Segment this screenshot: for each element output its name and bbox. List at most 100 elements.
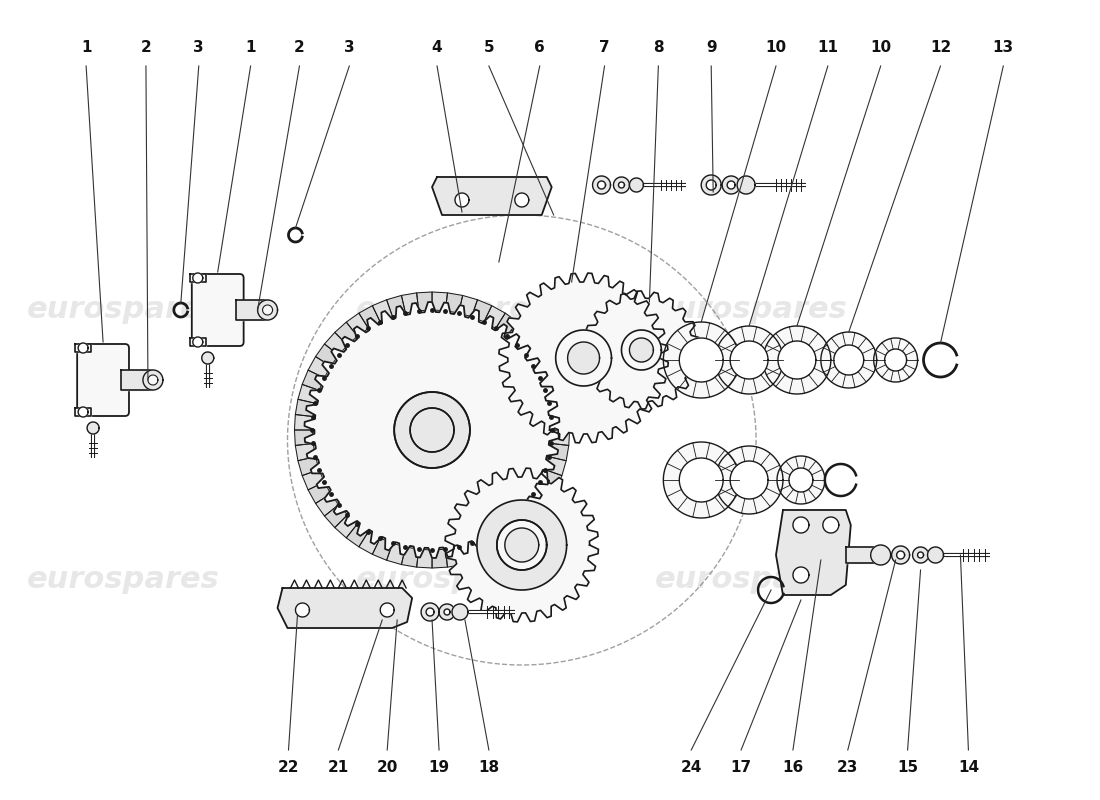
Polygon shape — [334, 515, 358, 538]
Polygon shape — [484, 532, 505, 554]
Polygon shape — [583, 291, 700, 409]
Polygon shape — [324, 333, 348, 355]
Polygon shape — [526, 494, 549, 516]
Polygon shape — [295, 430, 313, 446]
Polygon shape — [417, 292, 432, 310]
Polygon shape — [621, 330, 661, 370]
Polygon shape — [873, 338, 917, 382]
Polygon shape — [394, 392, 470, 468]
Polygon shape — [121, 370, 153, 390]
Polygon shape — [386, 295, 406, 317]
Polygon shape — [477, 500, 566, 590]
Polygon shape — [846, 547, 881, 563]
Polygon shape — [455, 193, 469, 207]
Polygon shape — [302, 370, 324, 390]
Polygon shape — [540, 470, 562, 490]
Text: 23: 23 — [837, 761, 858, 775]
Polygon shape — [496, 524, 518, 547]
Polygon shape — [544, 457, 566, 475]
Polygon shape — [334, 322, 358, 345]
Polygon shape — [381, 603, 394, 617]
Polygon shape — [417, 550, 432, 568]
Polygon shape — [551, 430, 570, 446]
Polygon shape — [614, 177, 629, 193]
Polygon shape — [75, 408, 91, 416]
Text: eurospares: eurospares — [26, 566, 219, 594]
Polygon shape — [402, 547, 419, 567]
Polygon shape — [497, 520, 547, 570]
Text: 17: 17 — [730, 761, 751, 775]
Polygon shape — [663, 442, 739, 518]
Text: 3: 3 — [344, 41, 354, 55]
Polygon shape — [143, 370, 163, 390]
Polygon shape — [302, 470, 324, 490]
Polygon shape — [544, 385, 566, 403]
Polygon shape — [263, 305, 273, 315]
Polygon shape — [496, 313, 518, 336]
Polygon shape — [629, 338, 653, 362]
Polygon shape — [87, 422, 99, 434]
Text: 22: 22 — [277, 761, 299, 775]
Polygon shape — [346, 313, 368, 336]
Text: 6: 6 — [535, 41, 546, 55]
Polygon shape — [446, 547, 463, 567]
Polygon shape — [834, 345, 864, 375]
Text: 12: 12 — [930, 41, 952, 55]
Polygon shape — [305, 302, 560, 558]
Text: 7: 7 — [600, 41, 609, 55]
Polygon shape — [298, 457, 319, 475]
Text: eurospares: eurospares — [654, 295, 847, 325]
Polygon shape — [308, 357, 331, 378]
Polygon shape — [737, 176, 755, 194]
Text: 21: 21 — [328, 761, 349, 775]
Text: 1: 1 — [245, 41, 256, 55]
Polygon shape — [359, 532, 381, 554]
Polygon shape — [484, 306, 505, 328]
Polygon shape — [277, 588, 412, 628]
Polygon shape — [776, 510, 850, 595]
Polygon shape — [663, 322, 739, 398]
Polygon shape — [515, 193, 529, 207]
Text: 2: 2 — [141, 41, 152, 55]
Text: 10: 10 — [870, 41, 891, 55]
Polygon shape — [730, 461, 768, 499]
Text: eurospares: eurospares — [654, 566, 847, 594]
Text: 16: 16 — [782, 761, 804, 775]
Text: 10: 10 — [766, 41, 786, 55]
Polygon shape — [295, 414, 313, 430]
Text: 14: 14 — [958, 761, 979, 775]
Polygon shape — [316, 344, 339, 366]
Polygon shape — [793, 567, 808, 583]
Polygon shape — [439, 604, 455, 620]
Polygon shape — [517, 333, 540, 355]
Polygon shape — [308, 482, 331, 503]
Text: 8: 8 — [653, 41, 663, 55]
Polygon shape — [472, 300, 492, 322]
Polygon shape — [472, 538, 492, 560]
Polygon shape — [892, 546, 910, 564]
Polygon shape — [723, 176, 740, 194]
Polygon shape — [410, 408, 454, 452]
Polygon shape — [534, 357, 556, 378]
Polygon shape — [789, 468, 813, 492]
Polygon shape — [823, 517, 839, 533]
Polygon shape — [346, 524, 368, 547]
Polygon shape — [526, 344, 549, 366]
Polygon shape — [295, 443, 316, 461]
Polygon shape — [927, 547, 944, 563]
Text: 5: 5 — [484, 41, 494, 55]
Polygon shape — [459, 295, 477, 317]
Polygon shape — [394, 392, 470, 468]
Polygon shape — [201, 352, 213, 364]
Polygon shape — [235, 300, 267, 320]
Polygon shape — [913, 547, 928, 563]
Polygon shape — [821, 332, 877, 388]
Polygon shape — [432, 550, 448, 568]
FancyBboxPatch shape — [191, 274, 243, 346]
Polygon shape — [452, 604, 468, 620]
Polygon shape — [715, 446, 783, 514]
Polygon shape — [884, 349, 906, 371]
Polygon shape — [549, 443, 569, 461]
Polygon shape — [432, 177, 552, 215]
Polygon shape — [190, 338, 206, 346]
